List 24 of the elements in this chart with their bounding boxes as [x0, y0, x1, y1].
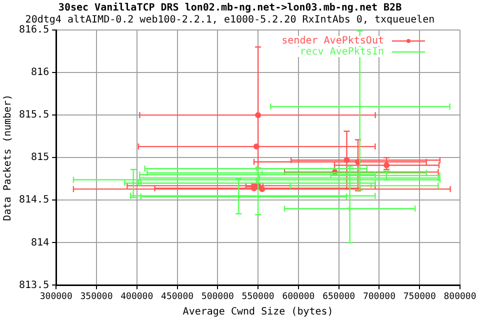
- x-tick-label: 700000: [362, 292, 396, 302]
- y-tick-label: 815: [31, 152, 50, 164]
- x-tick-label: 800000: [444, 292, 476, 302]
- y-tick-label: 814: [31, 237, 50, 248]
- y-tick-label: 815.5: [18, 110, 50, 121]
- y-axis-title: Data Packets (number): [2, 94, 14, 221]
- y-tick-label: 816.5: [18, 24, 50, 36]
- y-tick-label: 816: [31, 67, 50, 78]
- x-tick-label: 600000: [282, 292, 315, 302]
- x-tick-label: 550000: [242, 292, 274, 302]
- chart-title: 30sec VanillaTCP DRS lon02.mb-ng.net->lon03.mb-ng.net B2B: [58, 2, 402, 14]
- x-axis-title: Average Cwnd Size (bytes): [182, 306, 334, 318]
- chart-subtitle: 20dtg4 altAIMD-0.2 web100-2.2.1, e1000-5.2.20 RxIntAbs 0, txqueuelen: [25, 14, 435, 26]
- legend-label: recv AvePktsIn: [300, 46, 384, 58]
- y-tick-label: 813.5: [18, 280, 50, 291]
- x-tick-label: 450000: [161, 292, 194, 302]
- y-tick-label: 814.5: [18, 194, 50, 206]
- x-tick-label: 400000: [120, 292, 154, 302]
- x-tick-label: 300000: [40, 292, 72, 302]
- x-tick-label: 750000: [403, 292, 436, 302]
- x-tick-label: 350000: [80, 292, 113, 302]
- x-tick-label: 650000: [322, 292, 356, 302]
- legend-label: sender AvePktsOut: [282, 36, 384, 47]
- x-tick-label: 500000: [201, 292, 234, 302]
